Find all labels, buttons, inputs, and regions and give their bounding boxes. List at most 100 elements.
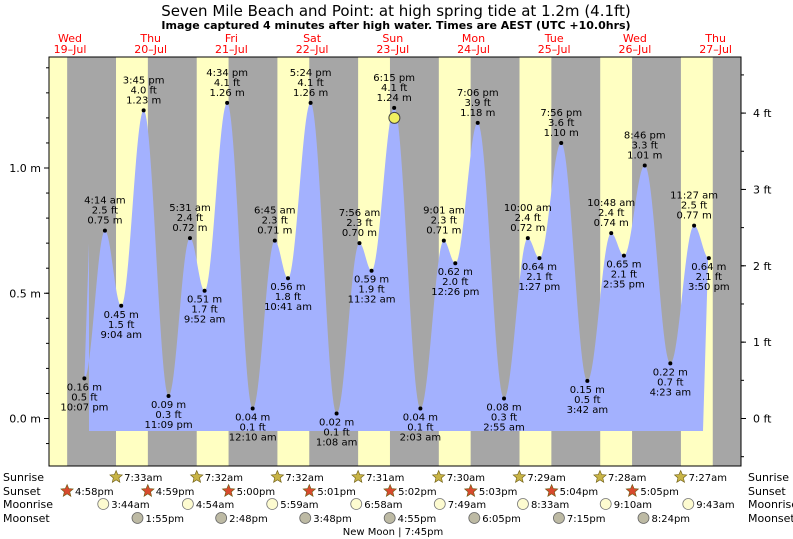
sunset-row-label-left: Sunset xyxy=(3,485,41,498)
axes: 0.0 m 0.5 m 1.0 m 0 ft 1 ft 2 ft 3 ft 4 ft xyxy=(9,67,772,458)
extreme-metres: 1.01 m xyxy=(627,150,662,161)
moonset-time: 3:48pm xyxy=(313,514,352,525)
day-name: Sat xyxy=(303,32,322,45)
sunset-icon xyxy=(60,483,74,497)
extreme-feet: 2.5 ft xyxy=(681,201,707,212)
extreme-metres: 0.02 m xyxy=(319,417,354,428)
left-tick-label: 0.0 m xyxy=(9,413,41,426)
extreme-feet: 0.7 ft xyxy=(657,377,683,388)
tide-extreme-point xyxy=(692,223,697,228)
extreme-feet: 3.3 ft xyxy=(632,140,658,151)
extreme-metres: 0.51 m xyxy=(187,295,222,306)
sunset-icon xyxy=(383,483,398,497)
right-tick-label: 1 ft xyxy=(753,336,772,349)
extreme-metres: 0.77 m xyxy=(677,211,712,222)
sunset-icon xyxy=(625,483,640,497)
tide-extreme-point xyxy=(119,303,124,308)
sunrise-icon xyxy=(593,469,607,483)
moonrise-time: 5:59am xyxy=(280,500,318,511)
current-tide-dot xyxy=(388,111,401,124)
tide-extreme-point xyxy=(141,108,146,113)
extreme-feet: 3.9 ft xyxy=(465,98,491,109)
extreme-metres: 1.23 m xyxy=(126,95,161,106)
extreme-feet: 1.7 ft xyxy=(191,305,217,316)
tide-extreme-point xyxy=(286,276,291,281)
sunrise-icon xyxy=(431,469,446,483)
sunset-time: 5:04pm xyxy=(560,487,599,498)
day-date: 22–Jul xyxy=(296,43,329,56)
sunrise-time: 7:30am xyxy=(447,473,485,484)
extreme-metres: 0.09 m xyxy=(151,400,186,411)
extreme-metres: 0.08 m xyxy=(486,402,521,413)
moonset-icon xyxy=(131,512,144,524)
moonrise-icon xyxy=(433,498,446,510)
extreme-metres: 0.70 m xyxy=(342,228,377,239)
moonset-time: 4:55pm xyxy=(398,514,437,525)
tide-extreme-point xyxy=(225,100,230,105)
moonset-time: 2:48pm xyxy=(229,514,268,525)
extreme-feet: 3.6 ft xyxy=(548,118,574,129)
moonrise-icon xyxy=(682,498,695,510)
extreme-metres: 1.26 m xyxy=(210,88,245,99)
tide-extreme-point xyxy=(609,231,614,236)
extreme-metres: 0.72 m xyxy=(172,223,207,234)
sunrise-icon xyxy=(109,469,124,483)
moonrise-time: 9:10am xyxy=(614,500,652,511)
tide-curve xyxy=(84,102,709,432)
extreme-feet: 0.1 ft xyxy=(407,422,433,433)
day-date: 27–Jul xyxy=(699,43,732,56)
moonset-time: 8:24pm xyxy=(651,514,690,525)
extreme-feet: 1.9 ft xyxy=(358,285,384,296)
extreme-time: 9:01 am xyxy=(423,206,465,217)
tide-extreme-point xyxy=(202,288,207,293)
extreme-time: 6:15 pm xyxy=(373,73,415,84)
extreme-time: 10:41 am xyxy=(264,302,312,313)
tide-extreme-point xyxy=(166,393,171,398)
day-date: 26–Jul xyxy=(619,43,652,56)
extreme-time: 10:07 pm xyxy=(60,402,108,413)
day-name: Thu xyxy=(704,32,726,45)
sunrise-icon xyxy=(189,469,204,483)
extreme-metres: 0.16 m xyxy=(67,382,102,393)
extreme-metres: 0.71 m xyxy=(257,226,292,237)
extreme-time: 3:45 pm xyxy=(123,75,165,86)
current-tide-marker xyxy=(388,111,401,124)
sunset-icon xyxy=(221,483,236,497)
extreme-metres: 0.72 m xyxy=(510,223,545,234)
moonrise-icon xyxy=(517,498,529,510)
extreme-feet: 4.1 ft xyxy=(297,78,323,89)
sunrise-icon xyxy=(512,469,527,483)
right-tick-label: 2 ft xyxy=(753,260,772,273)
sunrise-time: 7:29am xyxy=(527,473,565,484)
extreme-time: 10:00 am xyxy=(504,203,552,214)
day-headers: Wed19–JulThu20–JulFri21–JulSat22–JulSun2… xyxy=(54,32,732,56)
extreme-metres: 0.64 m xyxy=(522,262,557,273)
moonset-icon xyxy=(383,512,396,524)
extreme-time: 1:27 pm xyxy=(519,282,561,293)
day-name: Tue xyxy=(544,32,564,45)
moonrise-time: 3:44am xyxy=(111,500,149,511)
extreme-feet: 1.8 ft xyxy=(275,292,301,303)
sunrise-icon xyxy=(351,469,366,483)
extreme-metres: 0.56 m xyxy=(270,282,305,293)
extreme-metres: 0.04 m xyxy=(403,412,438,423)
sunset-time: 5:01pm xyxy=(317,487,356,498)
moonset-icon xyxy=(468,512,481,524)
moonrise-time: 7:49am xyxy=(448,500,486,511)
sunset-row-label-right: Sunset xyxy=(748,485,786,498)
extreme-time: 2:03 am xyxy=(400,432,442,443)
left-tick-label: 0.5 m xyxy=(9,287,41,300)
moonset-icon xyxy=(637,512,650,524)
extreme-metres: 0.75 m xyxy=(87,216,122,227)
extreme-time: 9:52 am xyxy=(184,315,226,326)
extreme-time: 5:24 pm xyxy=(290,68,332,79)
extreme-time: 3:42 am xyxy=(567,405,609,416)
moonrise-icon xyxy=(599,498,612,510)
extreme-metres: 0.71 m xyxy=(426,226,461,237)
extreme-metres: 0.59 m xyxy=(354,275,389,286)
day-name: Wed xyxy=(623,32,647,45)
sunrise-time: 7:27am xyxy=(689,473,727,484)
sunset-time: 5:02pm xyxy=(398,487,437,498)
day-date: 24–Jul xyxy=(457,43,490,56)
tide-extreme-point xyxy=(102,228,107,233)
